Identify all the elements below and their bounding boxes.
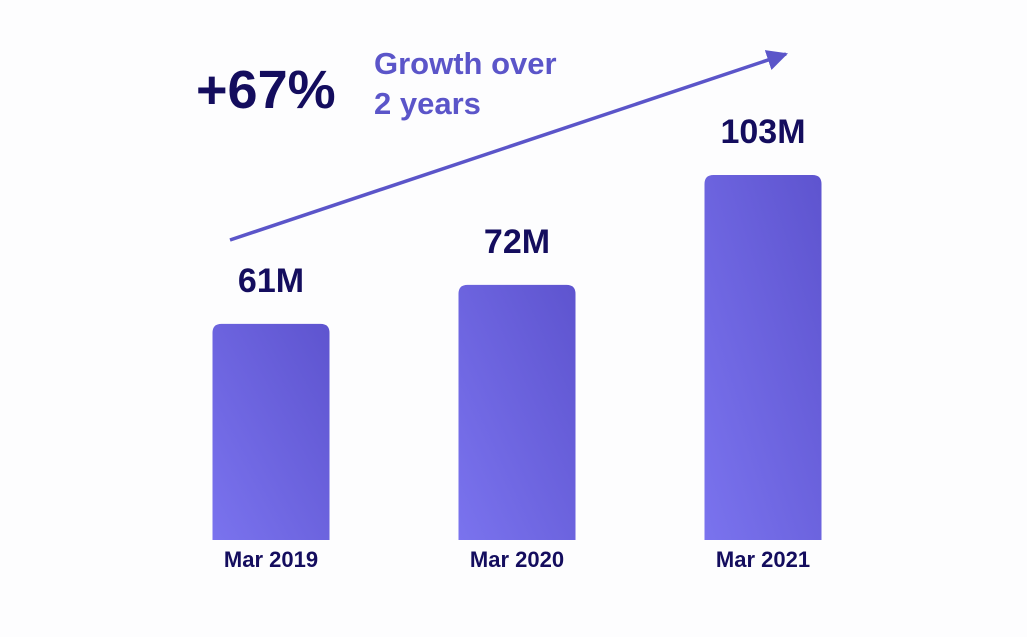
- bars-group: [212, 175, 822, 540]
- category-label: Mar 2021: [716, 547, 810, 572]
- bar-mar-2021: [704, 175, 822, 540]
- value-label: 61M: [238, 262, 304, 300]
- category-label: Mar 2020: [470, 547, 564, 572]
- growth-caption-line-2: 2 years: [374, 86, 481, 121]
- category-label: Mar 2019: [224, 547, 318, 572]
- value-label: 72M: [484, 223, 550, 261]
- growth-arrow-icon: [229, 50, 788, 242]
- growth-percentage: +67%: [196, 60, 336, 120]
- bar-mar-2019: [212, 323, 330, 540]
- growth-caption-line-1: Growth over: [374, 46, 557, 81]
- value-labels-group: 61M 72M 103M: [238, 113, 806, 300]
- category-labels-group: Mar 2019 Mar 2020 Mar 2021: [224, 547, 810, 572]
- bar-mar-2020: [458, 284, 576, 540]
- value-label: 103M: [720, 113, 805, 151]
